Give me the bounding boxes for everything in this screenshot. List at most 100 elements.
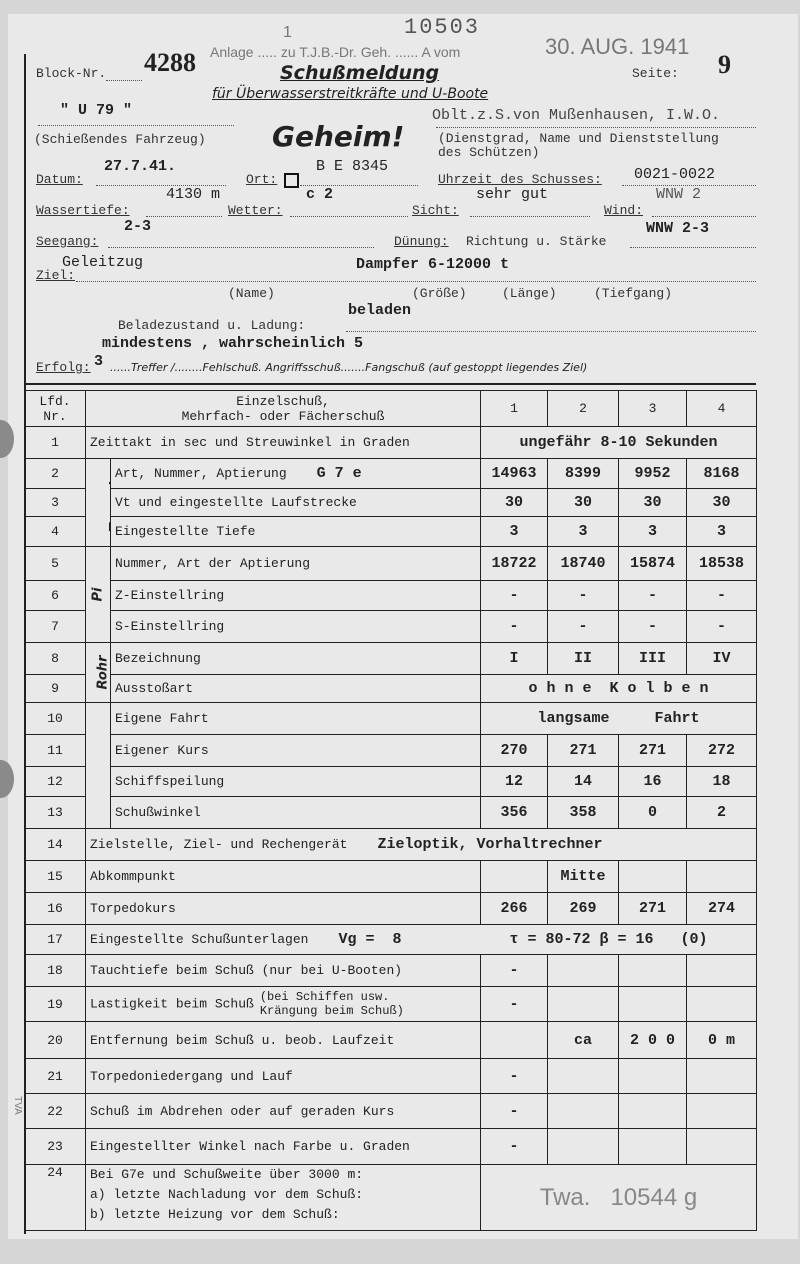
row-number: 6 (24, 580, 86, 611)
punch-hole (0, 420, 14, 458)
row-value-shot-2: Mitte (547, 860, 619, 893)
anlage-line: Anlage ..... zu T.J.B.-Dr. Geh. ...... A… (210, 44, 461, 60)
row-label: Bezeichnung (110, 642, 481, 675)
header-lfd-nr: Lfd. Nr. (24, 390, 86, 427)
block-number: 4288 (144, 48, 196, 77)
row-label: Eingestellte Tiefe (110, 516, 481, 547)
row-label-text: Eingestellte Schußunterlagen (90, 932, 309, 947)
row-number: 1 (24, 426, 86, 459)
table-row: 13 Schußwinkel 356 358 0 2 (24, 796, 757, 829)
row-label-text: Zeittakt in sec und Streuwinkel in Grade… (90, 435, 410, 450)
group-label-rohr: Rohr (85, 642, 111, 703)
row-label-text: Nummer, Art der Aptierung (115, 556, 311, 571)
group-label-text: Pi (90, 587, 106, 602)
row-value-shot-4: - (686, 610, 757, 643)
row-value-shot-2 (547, 1128, 619, 1165)
table-row: 19 Lastigkeit beim Schuß (bei Schiffen usw… (24, 986, 757, 1022)
group-label-text: Rohr (95, 655, 111, 690)
table-row: 1 Zeittakt in sec und Streuwinkel in Grad… (24, 426, 757, 459)
table-row: 10Beim Schuß Eigene Fahrt langsame Fahrt (24, 702, 757, 829)
row-label: Nummer, Art der Aptierung (110, 546, 481, 581)
row-label-text: Z-Einstellring (115, 588, 225, 603)
row-label-text: Vt und eingestellte Laufstrecke (115, 495, 357, 510)
row-value-shot-1 (480, 860, 548, 893)
row-value-shot-3: 0 (618, 796, 687, 829)
seite-number: 9 (718, 50, 731, 79)
row-value-shot-4: 3 (686, 516, 757, 547)
datum-value: 27.7.41. (104, 158, 177, 175)
row-value-shot-2: 8399 (547, 458, 619, 489)
row-value-shot-1: 266 (480, 892, 548, 925)
row-value-shot-2: - (547, 610, 619, 643)
row-value-shot-2: 358 (547, 796, 619, 829)
table-row: 12 Schiffspeilung 12 14 16 18 (24, 766, 757, 797)
anlage-number: 1 (283, 24, 292, 41)
row-label-text: Ausstoßart (115, 681, 194, 696)
table-row: 4 Eingestellte Tiefe 3 3 3 3 (24, 516, 757, 547)
row-value-shot-3: 15874 (618, 546, 687, 581)
table-row: 3 Vt und eingestellte Laufstrecke 30 30 30 30 (24, 488, 757, 517)
row-number: 16 (24, 892, 86, 925)
table-header-row: Lfd. Nr. Einzelschuß, Mehrfach- oder Fäch… (24, 390, 757, 427)
row-number: 2 (24, 458, 86, 489)
row-value-shot-1: 18722 (480, 546, 548, 581)
name-caption: (Name) (228, 286, 275, 301)
duenung-value: WNW 2-3 (646, 220, 710, 237)
row-number: 9 (24, 674, 86, 703)
row-label-text: Zielstelle, Ziel- und Rechengerät (90, 837, 348, 852)
row-label-text: Torpedoniedergang und Lauf (90, 1068, 293, 1084)
margin-note: TVA (11, 1096, 23, 1115)
row-label-text: Abkommpunkt (90, 869, 176, 884)
row-label-text: Eigener Kurs (115, 743, 209, 758)
row-number: 24 (24, 1164, 86, 1231)
erfolg-treffer-count: 3 (94, 353, 104, 370)
row-label: S-Einstellring (110, 610, 481, 643)
row-value-shot-3: - (618, 580, 687, 611)
table-row: 7 S-Einstellring - - - - (24, 610, 757, 643)
row-value-shot-4 (686, 1093, 757, 1129)
stamp-date: 30. AUG. 1941 (545, 34, 690, 59)
row-value-shot-1: 12 (480, 766, 548, 797)
wind-label: Wind: (604, 203, 644, 218)
row-value-shot-4 (686, 860, 757, 893)
shot-report-table: Lfd. Nr. Einzelschuß, Mehrfach- oder Fäch… (24, 390, 757, 1231)
sicht-label: Sicht: (412, 203, 459, 218)
wetter-label: Wetter: (228, 203, 283, 218)
row-label-text: Eigene Fahrt (115, 711, 209, 726)
row-label: Z-Einstellring (110, 580, 481, 611)
row-label: Schiffspeilung (110, 766, 481, 797)
punch-hole (0, 760, 14, 798)
header-shot-1: 1 (480, 390, 548, 427)
row-number: 4 (24, 516, 86, 547)
ort-label: Ort: (246, 172, 278, 187)
row-note: (bei Schiffen usw. Krängung beim Schuß) (259, 990, 404, 1018)
datum-label: Datum: (36, 172, 83, 187)
row-value-shot-3: 2 0 0 (618, 1021, 687, 1059)
table-row: 6 Z-Einstellring - - - - (24, 580, 757, 611)
ort-value: B E 8345 (316, 158, 389, 175)
row-value-shot-1: - (480, 1128, 548, 1165)
row-value-shot-2: 271 (547, 734, 619, 767)
table-row: 15 Abkommpunkt Mitte (24, 860, 757, 893)
row-label-text: Lastigkeit beim Schuß (90, 996, 254, 1012)
row-value-shot-4: 274 (686, 892, 757, 925)
uhrzeit-value: 0021-0022 (634, 166, 716, 183)
row-label: Schuß im Abdrehen oder auf geraden Kurs (85, 1093, 481, 1129)
row-value-shot-4: 272 (686, 734, 757, 767)
row-label-text: Bei G7e und Schußweite über 3000 m: a) l… (90, 1167, 364, 1222)
seite-label: Seite: (632, 66, 679, 81)
row-number: 22 (24, 1093, 86, 1129)
row-label-text: Art, Nummer, Aptierung (115, 466, 287, 481)
table-row: 9 Ausstoßart o h n e K o l b e n (24, 674, 757, 703)
form-title: Schußmeldung (280, 62, 440, 84)
row-value-shot-4: 0 m (686, 1021, 757, 1059)
row-label: Zielstelle, Ziel- und Rechengerät Zielopt… (85, 828, 757, 861)
row-label-text: Eingestellter Winkel nach Farbe u. Grade… (90, 1139, 410, 1154)
row-number: 20 (24, 1021, 86, 1059)
row-label-text: Bezeichnung (115, 651, 201, 666)
secret-marking: Geheim! (272, 120, 405, 153)
row-entry: G 7 e (316, 465, 362, 482)
row-number: 11 (24, 734, 86, 767)
group-label-torpedo: Torpedo (85, 458, 111, 547)
row-value-shot-2: 30 (547, 488, 619, 517)
